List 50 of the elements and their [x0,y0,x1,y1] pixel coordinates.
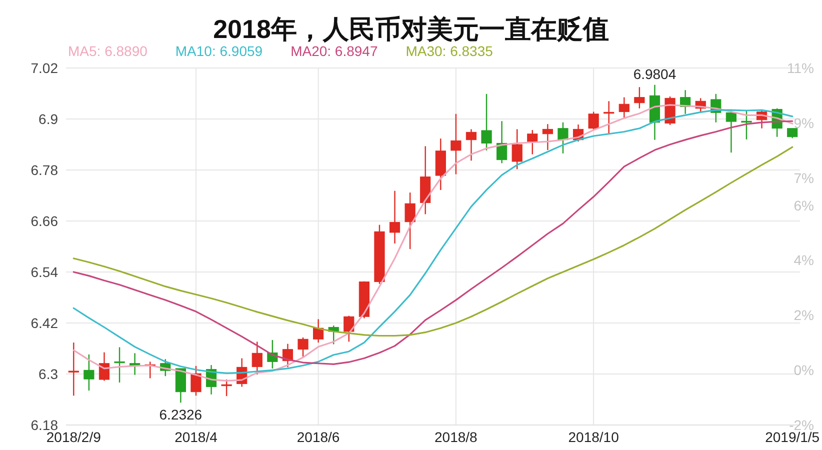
y-tick-label: 6.78 [30,162,58,178]
y2-tick-label: 2% [794,307,814,324]
y-tick-label: 6.42 [30,315,58,331]
y-tick-label: 6.54 [30,264,58,280]
y2-tick-label: 11% [787,60,814,76]
candlestick [344,315,354,342]
x-tick-label: 2018/10 [568,429,620,445]
candlestick [313,318,324,344]
candlestick [221,378,232,397]
candlestick [175,368,186,404]
text: MA10: 6.9059 [175,43,263,59]
y-tick-label: 6.66 [30,213,58,229]
y2-tick-label: 4% [794,252,814,268]
text: MA30: 6.8335 [406,43,494,59]
candlestick [618,96,630,119]
candlestick [252,341,262,376]
candlestick [298,336,308,358]
candlestick [389,190,400,244]
candlestick [450,113,462,175]
y2-tick-label: 7% [794,170,814,186]
candlestick [190,365,202,396]
chart-title: 2018年，人民币对美元一直在贬值 [213,14,609,44]
text: MA5: 6.8890 [68,43,148,59]
candlestick [787,128,798,139]
candlestick [404,192,416,250]
y-tick-label: 6.3 [38,366,58,382]
text: MA20: 6.8947 [290,43,378,59]
y-tick-label: 6.9 [38,111,58,127]
candlestick [84,354,94,392]
candlestick [542,124,553,151]
annotation: 6.2326 [159,406,202,423]
candlestick [558,122,568,154]
candlestick [741,109,752,140]
annotation: 6.9804 [633,66,676,82]
candlestick [481,93,492,152]
candlestick [466,128,477,162]
x-tick-label: 2018/6 [296,429,340,445]
y2-tick-label: 0% [794,362,814,378]
candlestick [98,352,110,382]
candlestick [527,129,538,155]
y2-tick-label: 9% [794,114,814,131]
candlestick [114,346,125,384]
x-tick-label: 2018/8 [434,429,478,445]
candlestick [512,128,522,170]
candlestick [588,111,599,131]
candlestick [68,342,79,396]
y-tick-label: 7.02 [30,60,58,76]
y2-tick-label: 6% [794,197,814,214]
x-tick-label: 2018/4 [174,429,218,445]
candlestick [634,86,645,109]
